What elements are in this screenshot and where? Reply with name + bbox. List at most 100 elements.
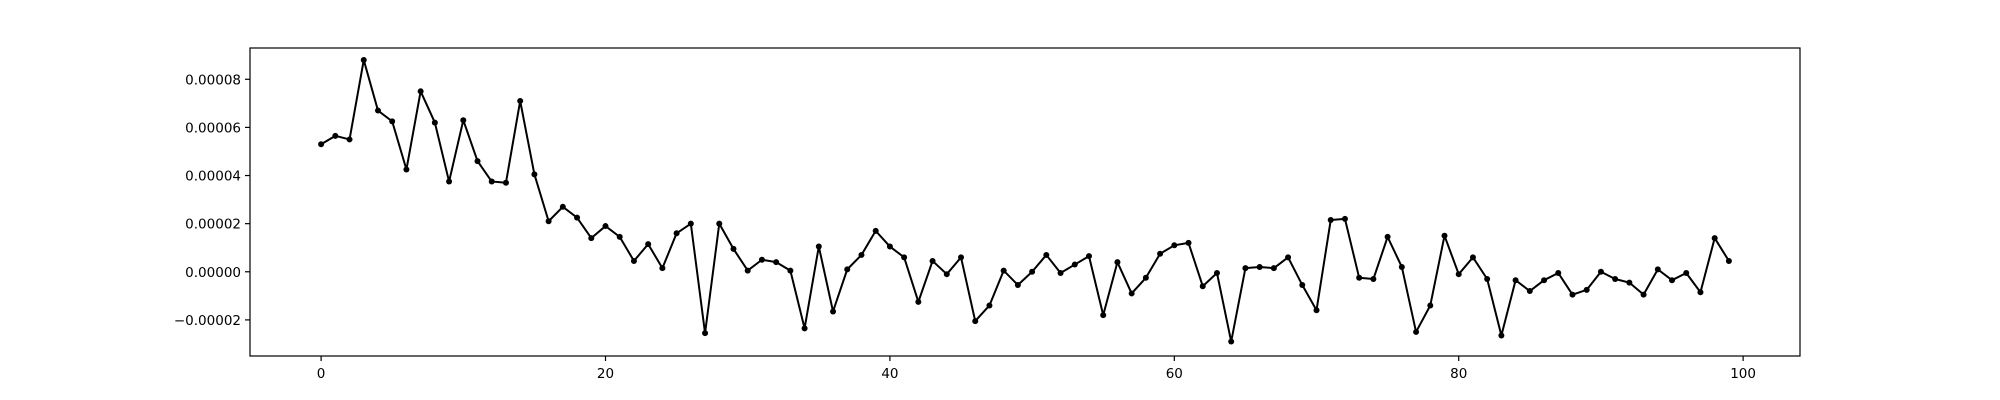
data-point (830, 308, 837, 315)
data-point (1597, 268, 1604, 275)
data-point (588, 235, 595, 242)
data-point (1313, 307, 1320, 314)
data-point (374, 107, 381, 114)
data-point (1085, 253, 1092, 260)
data-point (602, 223, 609, 230)
data-point (360, 57, 367, 64)
data-point (1484, 276, 1491, 282)
data-point (1370, 276, 1377, 282)
data-point (460, 117, 467, 124)
data-point (1427, 302, 1434, 309)
axes: 0 20 40 60 80 100 −0.00002 0.00000 0.00002 0.0000… (174, 47, 1801, 382)
x-tick-label: 80 (1450, 366, 1467, 382)
data-point (1683, 269, 1690, 276)
data-point (1612, 276, 1619, 282)
data-point (716, 220, 723, 227)
data-point (1114, 259, 1121, 266)
data-point (517, 97, 524, 104)
data-point (446, 178, 453, 185)
data-point (1014, 282, 1021, 289)
data-point (659, 265, 666, 272)
data-point (1285, 254, 1292, 261)
data-point (972, 318, 979, 325)
data-point (1171, 242, 1178, 249)
data-point (1242, 265, 1249, 272)
x-tick-label: 40 (881, 366, 898, 382)
data-point (1413, 328, 1420, 335)
data-point (1398, 263, 1405, 270)
data-point (630, 257, 637, 264)
y-tick-label: 0.00002 (185, 217, 241, 233)
data-point (915, 298, 922, 305)
data-point (1057, 269, 1064, 276)
x-tick-label: 0 (317, 366, 326, 382)
data-point (1185, 239, 1192, 246)
data-point (1256, 263, 1263, 270)
data-point (346, 136, 353, 143)
data-point (1526, 288, 1533, 295)
data-point (1498, 332, 1505, 339)
data-point (1711, 235, 1718, 242)
y-tick-label: 0.00004 (185, 169, 241, 185)
data-point (1512, 277, 1519, 284)
data-point (858, 251, 865, 258)
data-point (1669, 277, 1676, 284)
data-point (687, 220, 694, 227)
data-point (502, 179, 509, 186)
data-point (986, 302, 993, 309)
data-point (815, 243, 822, 250)
y-tick-label: 0.00006 (185, 120, 241, 136)
y-tick-label: 0.00000 (185, 265, 241, 281)
data-point (431, 119, 438, 126)
data-point (417, 88, 424, 95)
data-point (1441, 232, 1448, 239)
data-point (801, 325, 808, 332)
data-point (1583, 286, 1590, 293)
data-point (1000, 267, 1007, 274)
data-point (1071, 261, 1078, 268)
data-point (673, 230, 680, 237)
data-point (1569, 291, 1576, 298)
data-point (488, 178, 495, 185)
data-point (758, 256, 765, 263)
data-point (1199, 283, 1206, 290)
data-point (1697, 289, 1704, 296)
data-point (744, 267, 751, 274)
x-tick-label: 20 (597, 366, 614, 382)
data-point (1270, 265, 1277, 272)
data-point (318, 141, 325, 148)
data-point (474, 158, 481, 165)
data-point (886, 243, 893, 250)
data-point (702, 330, 709, 337)
data-point (1128, 290, 1135, 297)
data-point (1299, 282, 1306, 289)
plot-frame (249, 47, 1801, 357)
data-point (929, 257, 936, 264)
y-tick-label: 0.00008 (185, 72, 241, 88)
data-point (1469, 254, 1476, 261)
data-point (1327, 217, 1334, 224)
data-point (958, 254, 965, 261)
data-point (1654, 266, 1661, 273)
data-point (531, 171, 538, 178)
data-point (545, 218, 552, 225)
data-point (773, 259, 780, 266)
y-tick-label: −0.00002 (174, 313, 241, 329)
plot-area (318, 57, 1732, 345)
data-point (332, 132, 339, 139)
data-point (943, 271, 950, 278)
data-point (1384, 233, 1391, 240)
data-point (1157, 250, 1164, 257)
data-point (787, 267, 794, 274)
data-point (1356, 274, 1363, 281)
data-point (1213, 269, 1220, 276)
data-point (1455, 271, 1462, 278)
data-point (1029, 268, 1036, 275)
x-tick-label: 100 (1730, 366, 1756, 382)
data-point (1142, 274, 1149, 281)
data-point (559, 203, 566, 210)
data-point (1555, 269, 1562, 276)
data-point (872, 227, 879, 234)
